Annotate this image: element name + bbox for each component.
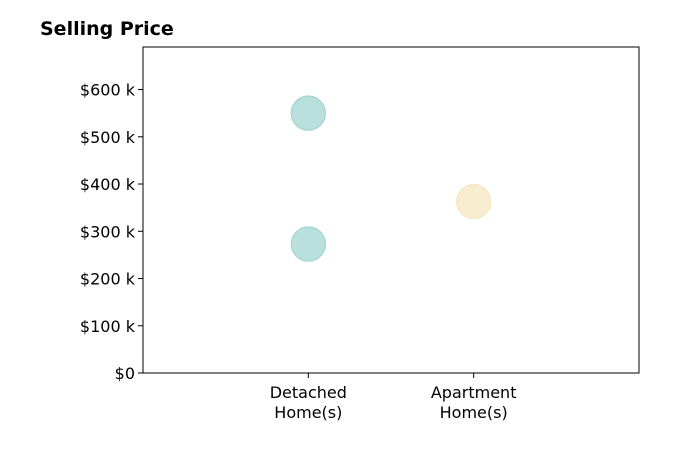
y-tick-label: $0 [115, 364, 135, 383]
x-tick-label: Apartment Home(s) [431, 383, 517, 422]
chart-title: Selling Price [40, 18, 174, 40]
plot-area: $0 $100 k $200 k $300 k $400 k $500 k $600 k De… [80, 46, 640, 422]
data-point [290, 95, 327, 131]
y-tick-label: $500 k [80, 128, 136, 147]
y-tick-label: $200 k [80, 270, 136, 289]
y-tick-label: $600 k [80, 81, 136, 100]
plot-frame [142, 46, 640, 374]
y-tick-label: $300 k [80, 222, 136, 241]
data-point [455, 183, 492, 220]
y-tick-label: $400 k [80, 175, 136, 194]
x-tick-label: Detached Home(s) [270, 383, 347, 422]
y-tick-label: $100 k [80, 317, 136, 336]
data-point [290, 226, 327, 262]
